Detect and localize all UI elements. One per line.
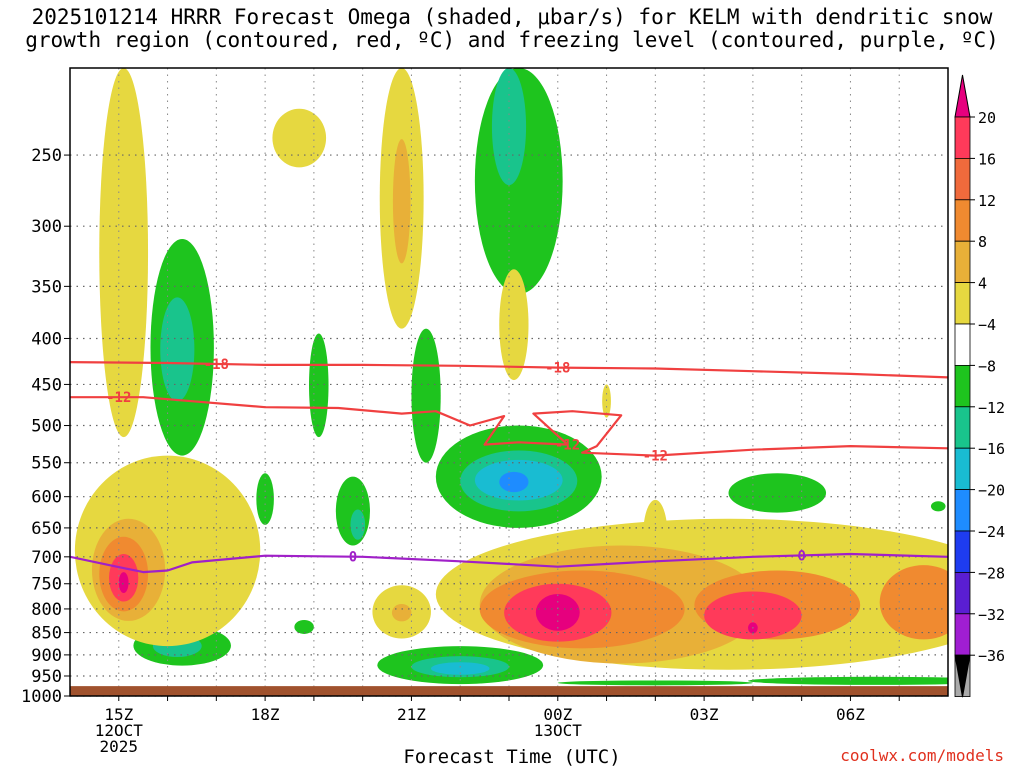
colorbar-swatch-9 bbox=[954, 489, 971, 532]
colorbar-label-13: −36 bbox=[978, 647, 1005, 665]
omega-region-28 bbox=[557, 680, 753, 686]
chart-title: 2025101214 HRRR Forecast Omega (shaded, … bbox=[0, 6, 1024, 52]
omega-region-19 bbox=[728, 473, 827, 513]
omega-region-3 bbox=[272, 108, 327, 168]
colorbar-swatch-12 bbox=[954, 613, 971, 656]
y-tick-label-850: 850 bbox=[31, 624, 62, 644]
colorbar-label-10: −24 bbox=[978, 523, 1005, 541]
colorbar-swatch-8 bbox=[954, 447, 971, 491]
colorbar-swatch-7 bbox=[954, 406, 971, 449]
y-tick-label-700: 700 bbox=[31, 548, 62, 568]
title-line-1: 2025101214 HRRR Forecast Omega (shaded, … bbox=[31, 5, 993, 29]
credit-text: coolwx.com/models bbox=[840, 746, 1004, 765]
y-tick-label-600: 600 bbox=[31, 488, 62, 508]
colorbar-label-3: 8 bbox=[978, 233, 987, 251]
omega-region-0 bbox=[99, 68, 149, 438]
contour-line-0 bbox=[70, 552, 948, 574]
y-tick-label-350: 350 bbox=[31, 277, 62, 297]
y-tick-label-800: 800 bbox=[31, 600, 62, 620]
contour-label--12-0: -12 bbox=[106, 390, 131, 406]
x-tick-label-27-1: 03Z bbox=[690, 705, 719, 724]
grid-lines bbox=[70, 68, 948, 697]
x-tick-label-15-1: 15Z bbox=[104, 705, 133, 724]
y-axis: 2503003504004505005506006507007508008509… bbox=[21, 146, 70, 707]
colorbar-swatch-1 bbox=[954, 157, 971, 201]
terrain-fill bbox=[70, 686, 948, 696]
omega-shading bbox=[74, 68, 948, 686]
colorbar-label-2: 12 bbox=[978, 192, 996, 210]
omega-region-4 bbox=[256, 473, 274, 525]
omega-region-7 bbox=[392, 139, 411, 264]
y-tick-label-450: 450 bbox=[31, 375, 62, 395]
contour-line--12 bbox=[70, 396, 948, 457]
colorbar-label-1: 16 bbox=[978, 150, 996, 168]
colorbar-label-12: −32 bbox=[978, 606, 1005, 624]
y-tick-label-650: 650 bbox=[31, 519, 62, 539]
omega-region-11 bbox=[499, 269, 529, 381]
omega-region-8 bbox=[411, 328, 441, 463]
x-tick-label-15-2: 12OCT bbox=[95, 721, 144, 740]
colorbar-label-9: −20 bbox=[978, 482, 1005, 500]
colorbar: 20 16 12 8 4 −4 −8 −12 −16 −20 −24 −28 −32 −36 bbox=[954, 74, 1005, 698]
y-tick-label-300: 300 bbox=[31, 217, 62, 237]
y-tick-label-900: 900 bbox=[31, 646, 62, 666]
colorbar-label-6: −8 bbox=[978, 357, 996, 375]
colorbar-swatch-5 bbox=[954, 323, 971, 366]
omega-region-26 bbox=[430, 662, 490, 675]
omega-region-41 bbox=[535, 594, 580, 631]
y-tick-label-1000: 1000 bbox=[21, 687, 62, 707]
x-tick-label-15-3: 2025 bbox=[100, 737, 139, 756]
contour-line--18 bbox=[70, 361, 948, 379]
omega-region-20 bbox=[930, 501, 946, 512]
contour-label--12-1: -12 bbox=[555, 438, 580, 454]
colorbar-bottom-triangle bbox=[954, 654, 971, 698]
x-axis-label: Forecast Time (UTC) bbox=[403, 746, 621, 768]
colorbar-label-8: −16 bbox=[978, 440, 1005, 458]
omega-region-5 bbox=[309, 333, 329, 438]
colorbar-swatch-10 bbox=[954, 530, 971, 573]
colorbar-label-5: −4 bbox=[978, 316, 996, 334]
colorbar-label-7: −12 bbox=[978, 399, 1005, 417]
colorbar-label-4: 4 bbox=[978, 275, 987, 293]
x-tick-label-24-1: 00Z bbox=[543, 705, 572, 724]
y-tick-label-250: 250 bbox=[31, 146, 62, 166]
omega-region-27 bbox=[748, 676, 948, 685]
colorbar-swatch-0 bbox=[954, 116, 971, 159]
omega-region-23 bbox=[294, 619, 314, 634]
x-tick-label-21-1: 21Z bbox=[397, 705, 426, 724]
omega-region-2 bbox=[160, 297, 195, 402]
y-tick-label-400: 400 bbox=[31, 329, 62, 349]
y-tick-label-750: 750 bbox=[31, 575, 62, 595]
omega-region-45 bbox=[879, 565, 948, 640]
omega-region-18 bbox=[350, 509, 366, 540]
x-tick-label-18-1: 18Z bbox=[251, 705, 280, 724]
x-tick-label-30-1: 06Z bbox=[836, 705, 865, 724]
colorbar-top-triangle bbox=[954, 74, 971, 118]
temperature-contours: -18 -18 -12 -12 -12 0 0 bbox=[70, 357, 948, 574]
colorbar-swatch-6 bbox=[954, 364, 971, 408]
contour-label-0-0: 0 bbox=[349, 550, 357, 566]
y-tick-label-950: 950 bbox=[31, 667, 62, 687]
omega-region-12 bbox=[602, 384, 611, 418]
terrain-ground bbox=[70, 686, 948, 696]
contour-label--12-2: -12 bbox=[643, 449, 668, 465]
contour-label-0-1: 0 bbox=[797, 548, 805, 564]
y-tick-label-500: 500 bbox=[31, 417, 62, 437]
contour-label--18-0: -18 bbox=[204, 357, 229, 373]
colorbar-swatch-2 bbox=[954, 199, 971, 242]
colorbar-swatch-4 bbox=[954, 282, 971, 325]
omega-region-16 bbox=[499, 471, 529, 493]
colorbar-label-11: −28 bbox=[978, 564, 1005, 582]
y-tick-label-550: 550 bbox=[31, 454, 62, 474]
colorbar-label-0: 20 bbox=[978, 109, 996, 127]
title-line-2: growth region (contoured, red, ºC) and f… bbox=[25, 28, 999, 52]
contour-label--18-1: -18 bbox=[545, 361, 570, 377]
x-tick-label-24-2: 13OCT bbox=[534, 721, 583, 740]
colorbar-swatch-3 bbox=[954, 240, 971, 283]
omega-region-33 bbox=[118, 572, 129, 594]
omega-region-35 bbox=[391, 604, 412, 622]
colorbar-swatch-11 bbox=[954, 572, 971, 615]
